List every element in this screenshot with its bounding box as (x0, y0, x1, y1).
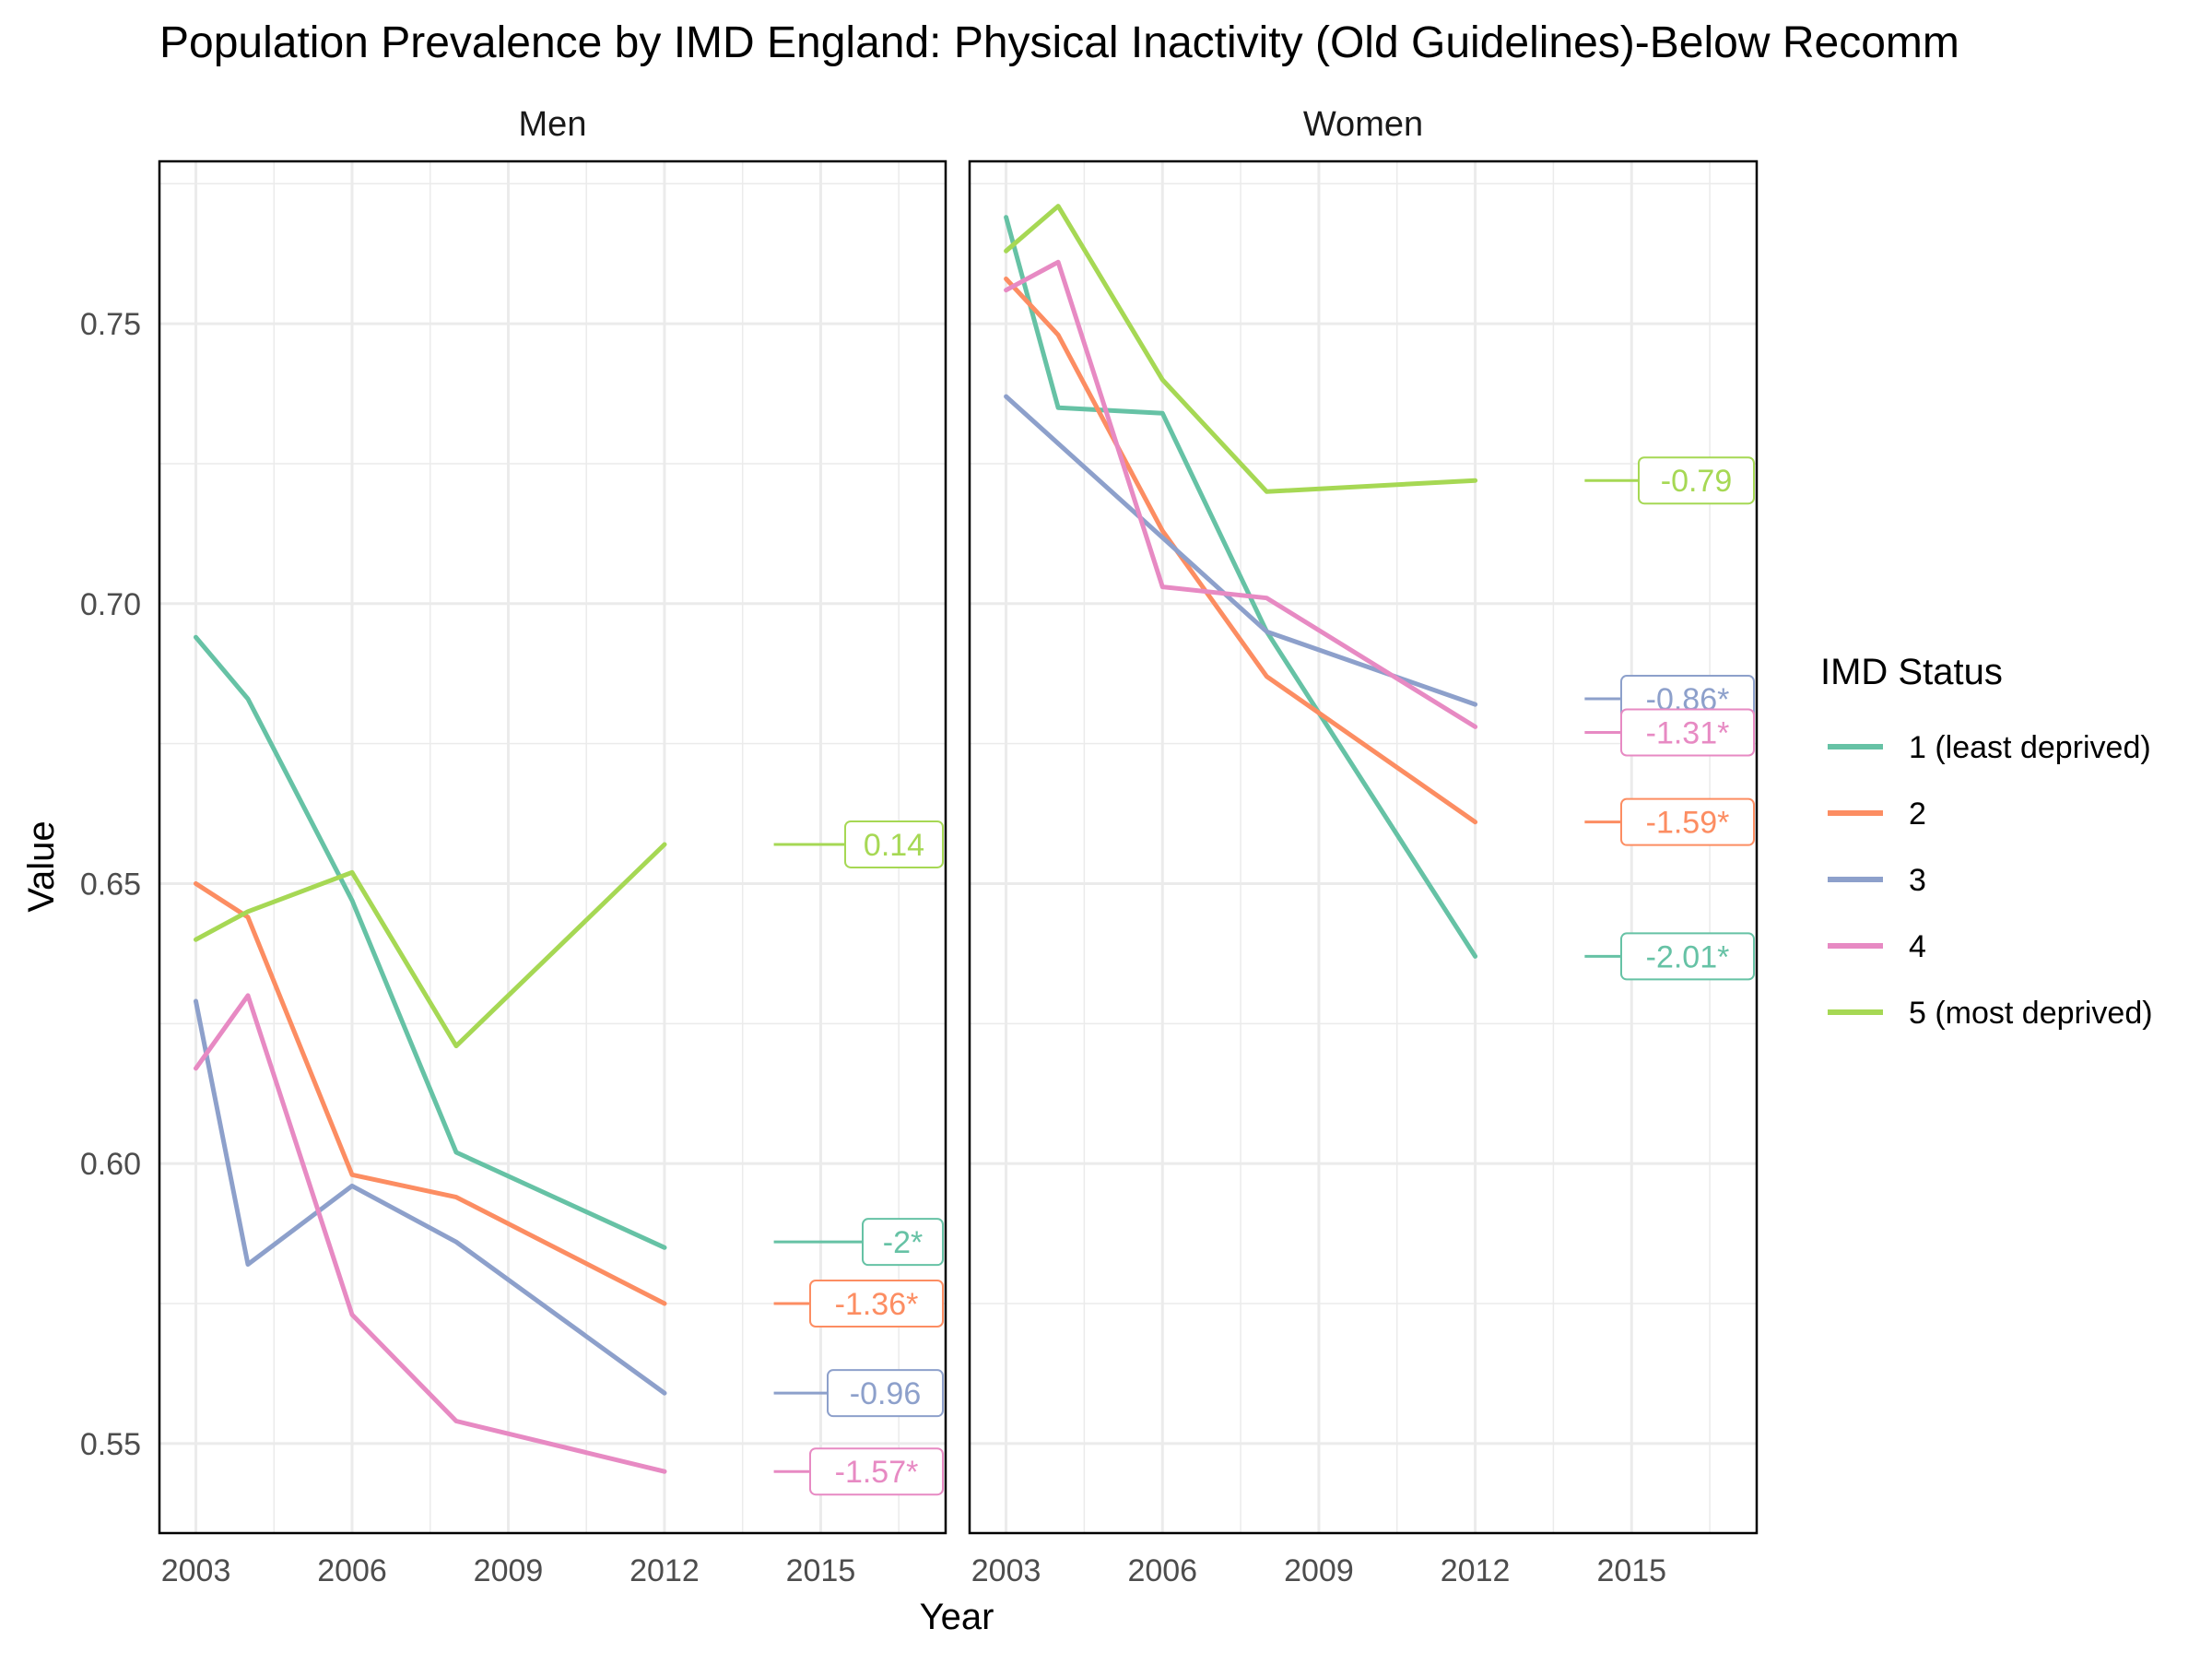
series-line-3 (1004, 394, 1478, 707)
legend-item: 1 (least deprived) (1828, 730, 2151, 765)
trend-label: -0.79 (1661, 464, 1733, 499)
series-line-3 (194, 998, 667, 1396)
legend: IMD Status 1 (least deprived) 2 3 4 5 (most … (1820, 652, 2153, 1031)
series-line-2 (1004, 277, 1478, 825)
facet-title: Men (519, 105, 587, 144)
y-tick-label: 0.65 (80, 867, 141, 902)
trend-labels: -2.01*-1.59*-0.86*-1.31*-0.79 (1584, 456, 1755, 981)
label-box (1620, 708, 1755, 757)
y-tick-label: 0.60 (80, 1147, 141, 1182)
y-axis-label: Value (21, 820, 62, 912)
x-tick-label: 2015 (786, 1553, 856, 1588)
trend-label: -0.96 (850, 1376, 922, 1411)
label-box (844, 820, 944, 868)
y-tick-label: 0.70 (80, 587, 141, 622)
y-tick-label: 0.75 (80, 307, 141, 342)
legend-label: 2 (1909, 797, 1926, 832)
x-tick-label: 2006 (317, 1553, 387, 1588)
label-box (809, 1279, 944, 1328)
x-axis-label: Year (920, 1597, 994, 1637)
panel-border (968, 159, 1759, 1535)
x-tick-label: 2003 (971, 1553, 1041, 1588)
x-tick-label: 2015 (1596, 1553, 1666, 1588)
facet-title: Women (1303, 105, 1423, 144)
x-tick-label: 2012 (629, 1553, 700, 1588)
label-box (827, 1369, 944, 1418)
grid (970, 161, 1757, 1533)
series-line-4 (194, 993, 667, 1474)
chart-title: Population Prevalence by IMD England: Ph… (159, 18, 1959, 67)
trend-label: -1.36* (835, 1287, 919, 1322)
legend-label: 5 (most deprived) (1909, 996, 2153, 1031)
x-tick-label: 2009 (1284, 1553, 1354, 1588)
x-tick-label: 2009 (474, 1553, 544, 1588)
trend-label: -2.01* (1646, 939, 1730, 974)
series-line-1 (1004, 215, 1478, 959)
panel-border (158, 159, 947, 1535)
series-line-1 (194, 634, 667, 1250)
trend-label: -1.59* (1646, 806, 1730, 841)
label-box (1638, 456, 1755, 505)
legend-title: IMD Status (1820, 652, 2003, 692)
series-line-5 (194, 842, 667, 1049)
label-box (1620, 932, 1755, 981)
series-line-2 (194, 881, 667, 1306)
series-group (194, 634, 667, 1474)
legend-label: 3 (1909, 863, 1926, 898)
legend-item: 4 (1828, 929, 1926, 964)
trend-label: -1.57* (835, 1455, 919, 1490)
legend-label: 1 (least deprived) (1909, 730, 2151, 765)
series-line-4 (1004, 259, 1478, 729)
x-tick-label: 2012 (1441, 1553, 1511, 1588)
trend-label: -2* (883, 1225, 923, 1260)
series-group (1004, 204, 1478, 959)
label-box (862, 1218, 944, 1267)
panels: -2* -1.36* -0.96 -1.57* 0.14 Men 2003 2006 2009 2… (80, 105, 1759, 1588)
legend-item: 3 (1828, 863, 1926, 898)
trend-label: 0.14 (864, 828, 924, 863)
x-tick-label: 2003 (161, 1553, 231, 1588)
legend-item: 2 (1828, 797, 1926, 832)
label-box (809, 1447, 944, 1496)
x-tick-label: 2006 (1127, 1553, 1197, 1588)
series-line-5 (1004, 204, 1478, 494)
legend-item: 5 (most deprived) (1828, 996, 2153, 1031)
label-box (1620, 797, 1755, 846)
panel-men: -2* -1.36* -0.96 -1.57* 0.14 Men 2003 2006 2009 2… (80, 105, 947, 1588)
trend-labels: -2* -1.36* -0.96 -1.57* 0.14 (773, 820, 944, 1496)
legend-label: 4 (1909, 929, 1926, 964)
y-tick-label: 0.55 (80, 1427, 141, 1462)
trend-label: -1.31* (1646, 715, 1730, 750)
